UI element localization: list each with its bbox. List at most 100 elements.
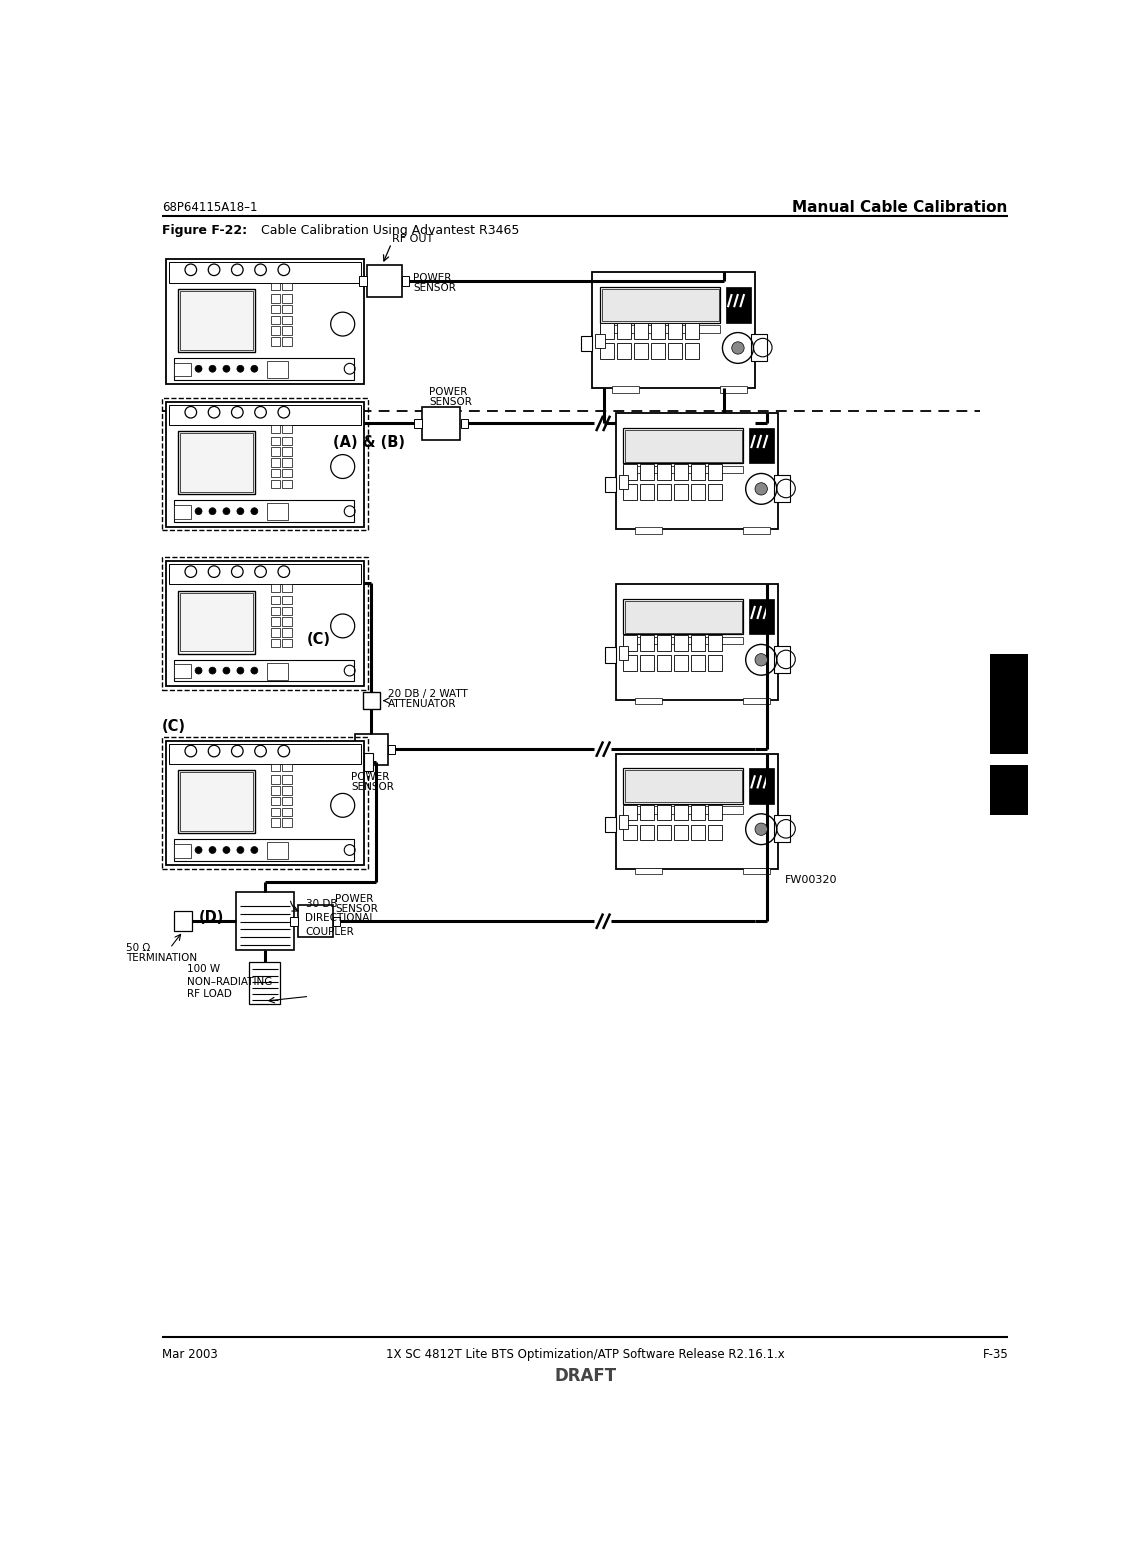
Text: Cable Calibration Using Advantest R3465: Cable Calibration Using Advantest R3465 <box>257 224 520 236</box>
Bar <box>282 426 291 432</box>
Text: POWER: POWER <box>335 894 373 905</box>
Bar <box>180 593 252 651</box>
Bar <box>282 283 291 290</box>
Circle shape <box>236 667 244 675</box>
Bar <box>635 698 662 704</box>
Circle shape <box>195 507 202 515</box>
Bar <box>174 501 354 523</box>
Bar <box>169 263 361 283</box>
Bar <box>271 808 280 815</box>
Bar <box>721 387 747 393</box>
Text: Figure F-22:: Figure F-22: <box>162 224 248 236</box>
Bar <box>668 343 682 358</box>
Circle shape <box>236 365 244 372</box>
Circle shape <box>223 667 230 675</box>
Bar <box>691 825 706 840</box>
Bar <box>271 479 280 488</box>
Bar <box>624 637 743 645</box>
Circle shape <box>732 341 745 354</box>
Bar <box>619 646 628 660</box>
Bar <box>282 305 291 313</box>
Bar <box>271 336 280 346</box>
Bar <box>282 639 291 648</box>
Text: Manual Cable Calibration: Manual Cable Calibration <box>791 200 1007 214</box>
Bar <box>169 405 361 426</box>
Bar <box>774 815 790 842</box>
Bar <box>749 429 774 463</box>
Bar <box>624 484 637 499</box>
Bar <box>658 465 671 479</box>
Circle shape <box>209 847 216 853</box>
Bar <box>581 335 593 351</box>
Text: 30 DB: 30 DB <box>306 898 337 909</box>
Text: F: F <box>1003 684 1015 701</box>
Bar <box>600 326 721 332</box>
Bar <box>624 466 743 474</box>
Bar <box>166 562 363 685</box>
Bar <box>708 465 723 479</box>
Text: COUPLER: COUPLER <box>306 926 354 936</box>
Text: ATTENUATOR: ATTENUATOR <box>387 698 456 709</box>
Bar <box>658 804 671 820</box>
Circle shape <box>251 667 258 675</box>
Bar <box>180 291 252 349</box>
Bar <box>282 596 291 604</box>
Bar <box>658 825 671 840</box>
Bar <box>174 660 354 681</box>
Bar <box>625 429 742 462</box>
Text: FW00320: FW00320 <box>785 875 837 886</box>
Bar <box>675 635 689 651</box>
Bar <box>691 484 706 499</box>
Bar <box>617 343 632 358</box>
Bar <box>271 283 280 290</box>
Text: RF LOAD: RF LOAD <box>187 989 232 998</box>
Circle shape <box>251 507 258 515</box>
Bar <box>174 505 191 520</box>
Bar <box>604 477 616 491</box>
Bar <box>616 584 778 700</box>
Bar <box>624 635 637 651</box>
Text: 100 W: 100 W <box>187 964 220 975</box>
Bar <box>282 818 291 826</box>
Bar <box>282 316 291 324</box>
Bar <box>624 825 637 840</box>
Bar <box>347 745 355 754</box>
Bar <box>271 818 280 826</box>
Bar <box>174 665 191 678</box>
Bar <box>691 635 706 651</box>
Text: (D): (D) <box>199 909 224 925</box>
Bar <box>271 764 280 772</box>
Circle shape <box>223 847 230 853</box>
Bar <box>641 656 654 670</box>
Bar <box>332 917 340 926</box>
Bar <box>691 465 706 479</box>
Bar <box>749 768 774 804</box>
Bar <box>367 264 402 297</box>
Bar <box>162 398 368 531</box>
Bar <box>169 565 361 584</box>
Bar <box>282 584 291 592</box>
Bar <box>282 797 291 806</box>
Bar <box>624 599 743 634</box>
Bar <box>641 804 654 820</box>
Bar <box>658 656 671 670</box>
Bar <box>282 628 291 637</box>
Bar <box>774 646 790 673</box>
Bar <box>685 343 699 358</box>
Text: TERMINATION: TERMINATION <box>126 953 196 962</box>
Bar <box>641 465 654 479</box>
Bar <box>616 754 778 869</box>
Circle shape <box>755 654 767 667</box>
Bar <box>641 825 654 840</box>
Bar <box>174 363 191 377</box>
Bar <box>774 476 790 502</box>
Bar <box>178 288 255 352</box>
Bar <box>271 596 280 604</box>
Bar <box>180 772 252 831</box>
Bar <box>249 961 280 1005</box>
Bar <box>235 892 293 950</box>
Circle shape <box>236 847 244 853</box>
Bar <box>415 419 421 429</box>
Text: DIRECTIONAL: DIRECTIONAL <box>306 912 376 923</box>
Bar <box>602 288 718 321</box>
